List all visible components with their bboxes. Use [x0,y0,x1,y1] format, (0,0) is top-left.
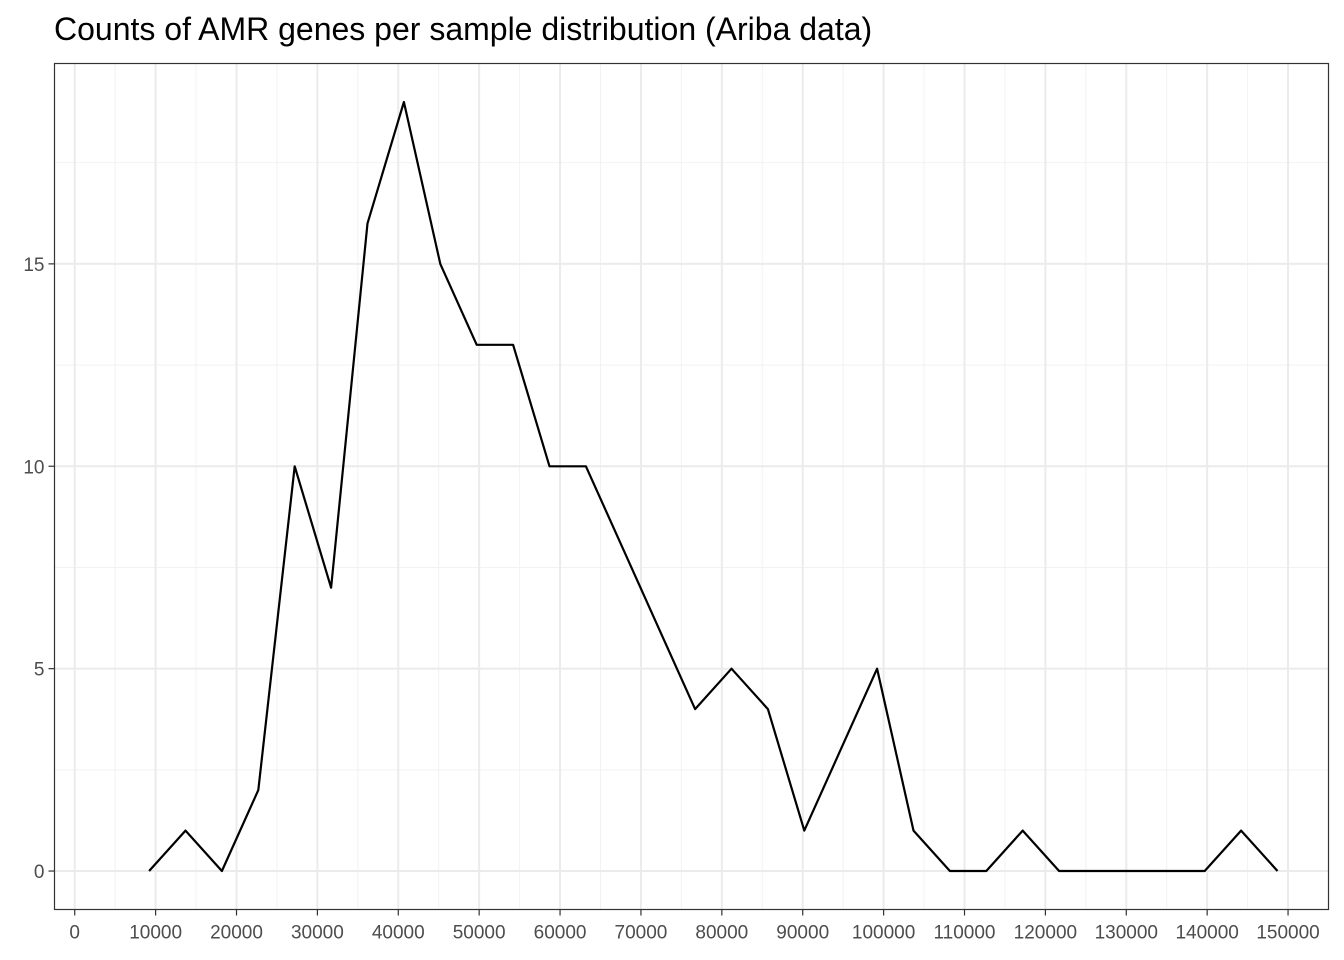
x-tick-label: 140000 [1175,923,1238,944]
x-tick-label: 10000 [129,923,182,944]
plot-panel-border [53,62,1330,911]
x-tick-label: 40000 [372,923,425,944]
x-tick-label: 60000 [534,923,587,944]
x-tick-label: 120000 [1014,923,1077,944]
y-tick-label: 10 [23,457,44,478]
y-tick-label: 5 [34,660,45,681]
grid-minor-lines [54,63,1329,910]
x-axis: 0 10000 20000 30000 40000 50000 60000 70000 8000… [69,909,1320,944]
y-tick-label: 0 [34,862,45,883]
x-tick-label: 150000 [1256,923,1319,944]
chart-title: Counts of AMR genes per sample distribut… [54,11,872,47]
x-tick-label: 100000 [852,923,915,944]
grid-major-lines [54,63,1329,910]
y-tick-label: 15 [23,255,44,276]
x-tick-label: 80000 [695,923,748,944]
x-tick-label: 30000 [291,923,344,944]
x-tick-label: 0 [69,923,80,944]
y-axis: 0 5 10 15 [23,255,55,883]
series-line-0 [148,100,1279,873]
x-tick-label: 50000 [453,923,506,944]
x-tick-label: 110000 [934,923,996,944]
series-layer [148,100,1279,873]
x-tick-label: 130000 [1095,923,1158,944]
x-tick-label: 20000 [210,923,263,944]
x-tick-label: 70000 [615,923,668,944]
x-tick-label: 90000 [776,923,829,944]
